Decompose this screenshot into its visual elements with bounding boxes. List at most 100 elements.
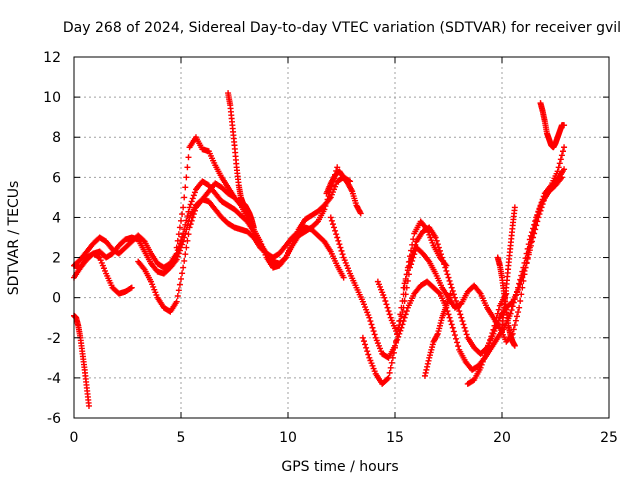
data-point [394, 330, 401, 337]
data-point [185, 208, 192, 215]
data-point [489, 330, 496, 337]
data-point [424, 363, 431, 370]
data-point [403, 308, 410, 315]
data-point [334, 164, 341, 171]
data-point [384, 375, 391, 382]
data-point [399, 309, 406, 316]
data-point [182, 221, 189, 228]
data-point [384, 304, 391, 311]
data-point [440, 257, 447, 264]
data-point [421, 372, 428, 379]
data-point [363, 344, 370, 351]
data-point [535, 214, 542, 221]
data-point [525, 251, 532, 258]
data-point [183, 217, 190, 224]
data-point [488, 333, 495, 340]
data-point [454, 301, 461, 308]
y-tick-label: 8 [52, 130, 61, 146]
data-point [334, 234, 341, 241]
data-point [322, 203, 329, 210]
data-point [331, 224, 338, 231]
data-point [340, 274, 347, 281]
data-point [508, 307, 515, 314]
data-point [445, 274, 452, 281]
series-arc-n [494, 254, 518, 349]
data-point [459, 318, 466, 325]
data-point [324, 196, 331, 203]
data-point [174, 292, 181, 299]
data-point [360, 338, 367, 345]
data-point [450, 328, 457, 335]
data-point [183, 244, 190, 251]
data-point [176, 281, 183, 288]
data-point [477, 364, 484, 371]
data-point [533, 222, 540, 229]
data-point [386, 311, 393, 318]
data-point [534, 218, 541, 225]
data-point [457, 311, 464, 318]
data-point [329, 221, 336, 228]
data-point [386, 369, 393, 376]
data-point [452, 298, 459, 305]
data-point [526, 247, 533, 254]
data-point [478, 361, 485, 368]
data-point [369, 324, 376, 331]
data-point [462, 328, 469, 335]
data-point [187, 201, 194, 208]
data-point [180, 204, 187, 211]
data-point [179, 233, 186, 240]
data-point [432, 234, 439, 241]
data-point [561, 144, 568, 151]
data-point [181, 194, 188, 201]
data-point [180, 264, 187, 271]
data-point [333, 231, 340, 238]
data-point [401, 280, 408, 287]
data-point [520, 271, 527, 278]
y-tick-label: -2 [47, 331, 61, 347]
y-tick-label: 12 [43, 50, 61, 66]
data-point [424, 360, 431, 367]
data-point [458, 314, 465, 321]
data-point [528, 238, 535, 245]
data-point [442, 264, 449, 271]
data-point [383, 301, 390, 308]
data-point [402, 291, 409, 298]
x-axis-label: GPS time / hours [281, 459, 398, 475]
data-point [451, 294, 458, 301]
data-point [401, 298, 408, 305]
chart-title: Day 268 of 2024, Sidereal Day-to-day VTE… [63, 20, 621, 36]
data-point [444, 271, 451, 278]
y-tick-label: 0 [52, 291, 61, 307]
data-point [447, 290, 454, 297]
data-point [423, 366, 430, 373]
data-point [184, 237, 191, 244]
data-point [186, 224, 193, 231]
data-point [403, 271, 410, 278]
data-point [454, 339, 461, 346]
data-point [561, 166, 568, 173]
data-point [382, 298, 389, 305]
data-point [323, 199, 330, 206]
data-point [178, 217, 184, 224]
data-point [336, 241, 343, 248]
data-point [189, 214, 196, 221]
data-point [511, 204, 518, 211]
data-point [487, 336, 494, 343]
data-point [381, 294, 388, 301]
data-point [183, 174, 190, 181]
data-point [532, 221, 539, 228]
data-point [455, 304, 462, 311]
data-point [435, 244, 442, 251]
series-arc-h [323, 168, 364, 217]
data-point [392, 344, 398, 351]
data-point [517, 298, 524, 305]
x-tick-label: 25 [600, 430, 618, 446]
data-point [532, 226, 539, 233]
data-point [186, 204, 193, 211]
data-point [460, 321, 467, 328]
data-point [517, 281, 524, 288]
y-tick-label: 4 [52, 210, 61, 226]
data-point [188, 198, 195, 205]
data-point [452, 335, 459, 342]
data-point [184, 164, 191, 171]
